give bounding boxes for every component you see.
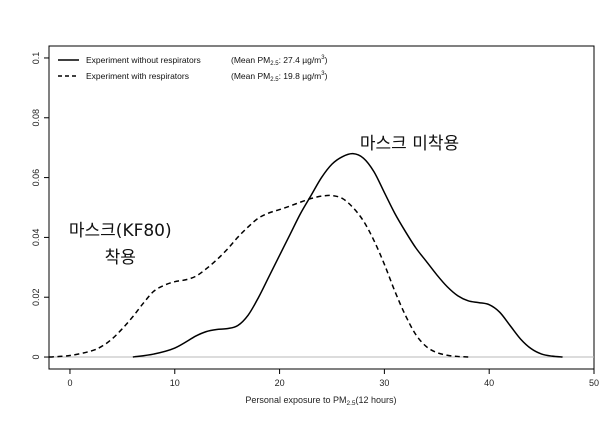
y-tick-label: 0: [31, 355, 41, 360]
y-tick-label: 0.06: [31, 169, 41, 187]
y-tick-label: 0.1: [31, 52, 41, 65]
series-line-with-respirators: [48, 194, 469, 358]
plot-frame: [48, 45, 595, 370]
series-layer: [48, 152, 563, 358]
x-tick-label: 50: [589, 378, 599, 388]
legend-label-without: Experiment without respirators: [86, 55, 201, 65]
legend-mean-with: (Mean PM2.5: 19.8 µg/m3): [231, 71, 328, 83]
legend-label-with: Experiment with respirators: [86, 71, 189, 81]
x-tick-label: 0: [67, 378, 72, 388]
y-axis: 0 0.02 0.04 0.06 0.08 0.1: [31, 52, 49, 360]
x-tick-label: 10: [170, 378, 180, 388]
legend: Experiment without respirators (Mean PM2…: [58, 55, 328, 83]
x-axis: 0 10 20 30 40 50: [67, 369, 599, 388]
x-tick-label: 20: [275, 378, 285, 388]
x-axis-title: Personal exposure to PM2.5(12 hours): [245, 395, 396, 407]
series-line-without-respirators: [132, 152, 563, 358]
x-tick-label: 30: [379, 378, 389, 388]
chart-annotation: 착용: [105, 248, 136, 268]
chart-annotation: 마스크 미착용: [360, 134, 459, 154]
legend-mean-without: (Mean PM2.5: 27.4 µg/m3): [231, 55, 328, 67]
x-tick-label: 40: [484, 378, 494, 388]
chart-annotation: 마스크(KF80): [69, 221, 172, 241]
y-tick-label: 0.02: [31, 288, 41, 306]
y-tick-label: 0.08: [31, 109, 41, 127]
y-tick-label: 0.04: [31, 229, 41, 247]
